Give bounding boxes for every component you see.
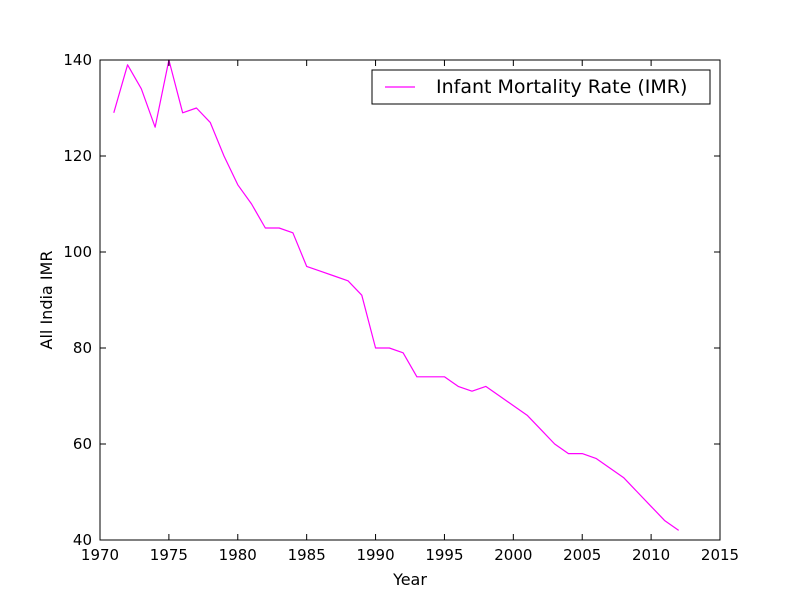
y-tick-label: 80 <box>73 339 92 357</box>
legend-box <box>371 69 711 105</box>
x-tick-label: 2015 <box>701 546 739 564</box>
x-tick-label: 1975 <box>150 546 188 564</box>
legend: Infant Mortality Rate (IMR) <box>371 69 711 105</box>
x-tick-label: 2010 <box>632 546 670 564</box>
y-tick-label: 120 <box>63 147 92 165</box>
x-tick-label: 1990 <box>356 546 394 564</box>
y-tick-label: 140 <box>63 51 92 69</box>
y-tick-label: 100 <box>63 243 92 261</box>
x-tick-label: 1970 <box>81 546 119 564</box>
x-tick-label: 1985 <box>288 546 326 564</box>
y-tick-label: 60 <box>73 435 92 453</box>
legend-label: Infant Mortality Rate (IMR) <box>436 76 687 98</box>
ticks-layer: 1970 1975 1980 1985 1990 1995 2000 2005 2010 2015… <box>63 51 739 564</box>
y-axis-label: All India IMR <box>37 251 56 350</box>
series-line <box>113 59 680 531</box>
x-tick-label: 2005 <box>563 546 601 564</box>
y-tick-label: 40 <box>73 531 92 549</box>
plot-area <box>100 60 720 540</box>
x-tick-label: 1995 <box>425 546 463 564</box>
series-layer <box>113 59 680 531</box>
x-tick-label: 1980 <box>219 546 257 564</box>
x-tick-label: 2000 <box>494 546 532 564</box>
x-axis-label: Year <box>392 570 427 589</box>
plot-frame <box>99 59 721 541</box>
